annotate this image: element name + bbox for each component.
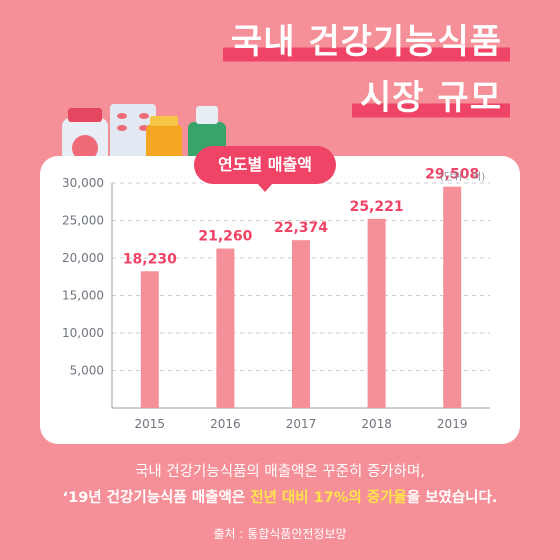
value-labels: 18,230 21,260 22,374 25,221 29,508: [123, 167, 479, 268]
x-tick-label-2015: 2015: [135, 417, 166, 431]
caption-line-2: ‘19년 건강기능식품 매출액은 전년 대비 17%의 증가율을 보였습니다.: [0, 488, 560, 508]
gridlines: [111, 182, 490, 409]
y-tick-label: 15,000: [62, 289, 104, 303]
caption-highlight: 전년 대비 17%의 증가율: [250, 490, 407, 506]
x-tick-label-2017: 2017: [286, 417, 317, 431]
bar-2015: [140, 271, 159, 408]
bar-chart: 5,000 10,000 15,000 20,000 25,000 30,000 18,2…: [62, 167, 490, 431]
value-label-2019: 29,508: [425, 167, 479, 183]
y-tick-label: 5,000: [70, 364, 104, 378]
x-tick-label-2019: 2019: [437, 417, 468, 431]
y-tick-label: 30,000: [62, 176, 104, 190]
x-tick-label-2016: 2016: [210, 417, 241, 431]
x-tick-label-2018: 2018: [361, 417, 392, 431]
value-label-2015: 18,230: [123, 251, 177, 267]
bar-2019: [443, 186, 462, 408]
chart-badge: 연도별 매출액: [194, 146, 336, 192]
y-tick-label: 10,000: [62, 326, 104, 340]
title-line-1: 국내 건강기능식품: [222, 20, 510, 64]
y-axis-tick-labels: 5,000 10,000 15,000 20,000 25,000 30,000: [62, 176, 104, 378]
value-label-2017: 22,374: [274, 220, 328, 236]
source-credit: 출처 : 통합식품안전정보망: [213, 527, 347, 541]
caption-line-2-start: ‘19년 건강기능식품 매출액은: [62, 490, 251, 506]
bars: [140, 186, 462, 408]
bar-2017: [292, 240, 310, 408]
chart-card: [40, 156, 520, 444]
unit-label: (단위 : 억): [440, 172, 486, 183]
caption-line-1: 국내 건강기능식품의 매출액은 꾸준히 증가하며,: [135, 464, 425, 480]
bar-2018: [367, 218, 386, 408]
value-label-2016: 21,260: [198, 229, 252, 245]
y-tick-label: 25,000: [62, 214, 104, 228]
title-line-2: 시장 규모: [352, 76, 510, 120]
y-tick-label: 20,000: [62, 251, 104, 265]
caption-line-2-end: 을 보였습니다.: [406, 490, 498, 506]
bar-2016: [216, 248, 235, 408]
x-axis-tick-labels: 2015 2016 2017 2018 2019: [135, 417, 468, 431]
value-label-2018: 25,221: [350, 199, 404, 215]
